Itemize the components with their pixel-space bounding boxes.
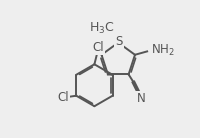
Text: S: S <box>115 35 123 48</box>
Text: NH$_2$: NH$_2$ <box>151 43 175 58</box>
Text: H$_3$C: H$_3$C <box>89 21 115 36</box>
Text: N: N <box>136 92 145 105</box>
Text: Cl: Cl <box>92 41 104 54</box>
Text: Cl: Cl <box>58 91 69 104</box>
